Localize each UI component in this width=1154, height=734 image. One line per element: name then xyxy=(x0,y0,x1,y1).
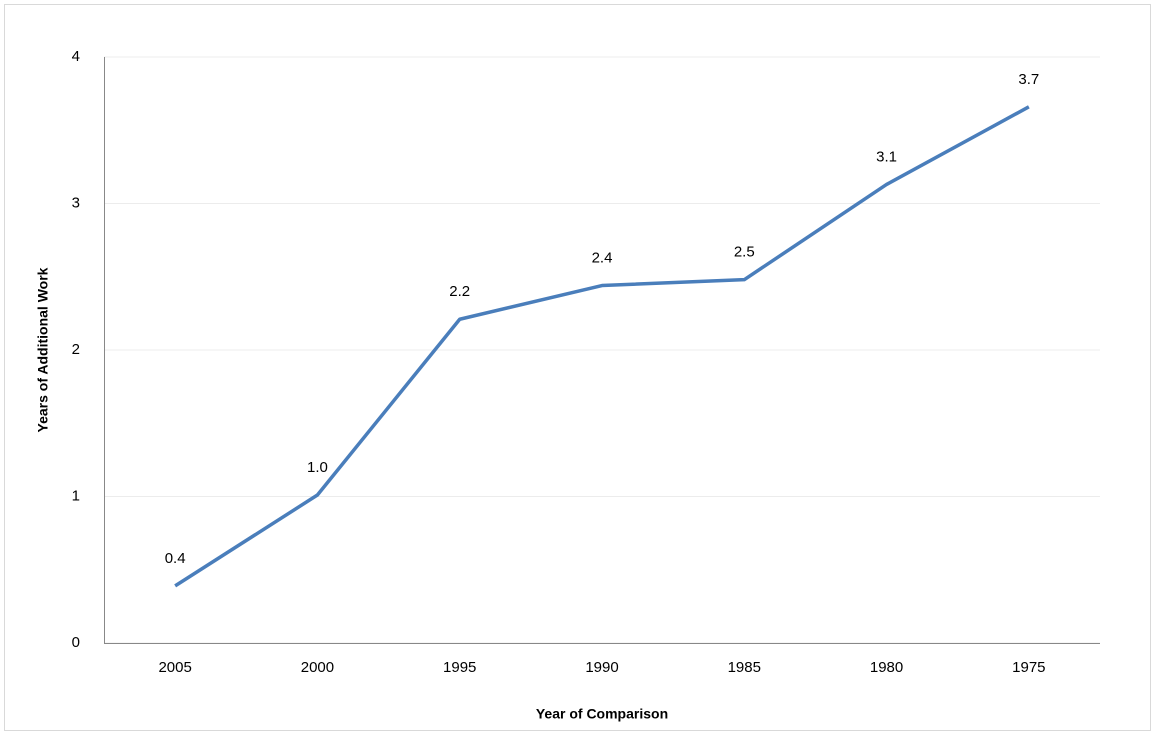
chart-border xyxy=(4,4,1151,731)
data-line xyxy=(174,105,1030,588)
x-tick-label: 1985 xyxy=(728,659,761,676)
x-tick-label: 1995 xyxy=(443,659,476,676)
x-tick-label: 1990 xyxy=(585,659,618,676)
data-label: 3.1 xyxy=(876,148,897,165)
data-label: 2.4 xyxy=(592,250,613,267)
y-tick-label: 0 xyxy=(72,634,80,651)
x-tick-label: 1975 xyxy=(1012,659,1045,676)
y-tick-label: 2 xyxy=(72,341,80,358)
data-label: 0.4 xyxy=(165,550,186,567)
data-label: 1.0 xyxy=(307,459,328,476)
data-label: 2.5 xyxy=(734,244,755,261)
x-tick-label: 2005 xyxy=(158,659,191,676)
x-axis-title: Year of Comparison xyxy=(536,706,668,722)
x-tick-label: 2000 xyxy=(301,659,334,676)
y-tick-label: 1 xyxy=(72,487,80,504)
data-label: 2.2 xyxy=(449,283,470,300)
data-label: 3.7 xyxy=(1018,71,1039,88)
y-tick-label: 4 xyxy=(72,48,80,65)
x-tick-label: 1980 xyxy=(870,659,903,676)
y-tick-label: 3 xyxy=(72,194,80,211)
y-axis-title: Years of Additional Work xyxy=(35,267,51,432)
